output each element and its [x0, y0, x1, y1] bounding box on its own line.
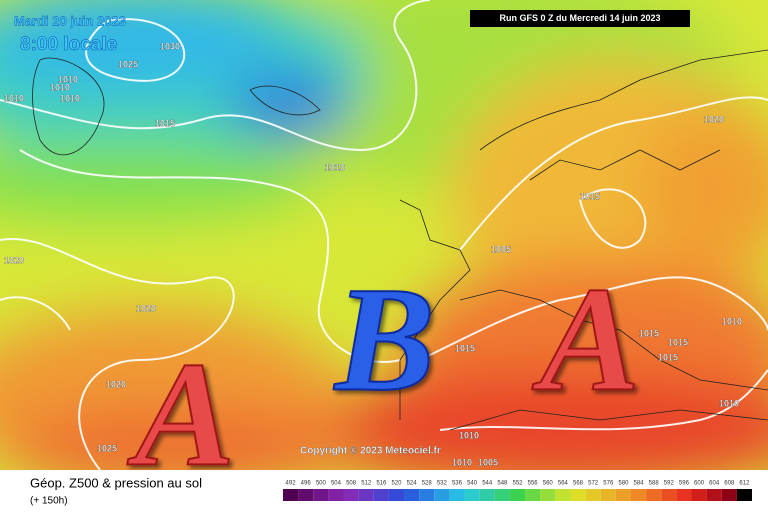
- isobar-label: 1010: [459, 430, 479, 440]
- scale-swatch: [586, 489, 601, 501]
- legend-subtitle: (+ 150h): [30, 496, 68, 507]
- scale-label: 500: [316, 481, 327, 487]
- isobar-label: 1030: [160, 41, 180, 51]
- copyright: Copyright © 2023 Meteociel.fr: [300, 446, 441, 457]
- scale-swatch: [480, 489, 495, 501]
- scale-label: 564: [558, 481, 569, 487]
- isobar-label: 1020: [4, 255, 24, 265]
- isobar-label: 1010: [4, 93, 24, 103]
- isobar-label: 1020: [136, 303, 156, 313]
- isobar-label: 1005: [491, 244, 511, 254]
- scale-swatch: [328, 489, 343, 501]
- scale-label: 520: [391, 481, 402, 487]
- system-letter: A: [532, 256, 640, 422]
- scale-label: 580: [618, 481, 629, 487]
- isobar-label: 1020: [704, 114, 724, 124]
- isobar-label: 1010: [452, 457, 472, 467]
- scale-swatch: [540, 489, 555, 501]
- scale-swatch: [631, 489, 646, 501]
- scale-label: 532: [437, 481, 448, 487]
- date-text: Mardi 20 juin 2023: [14, 13, 126, 28]
- scale-swatch: [601, 489, 616, 501]
- scale-label: 612: [739, 481, 750, 487]
- scale-swatch: [661, 489, 676, 501]
- scale-swatch: [707, 489, 722, 501]
- run-text: Run GFS 0 Z du Mercredi 14 juin 2023: [499, 13, 660, 23]
- scale-label: 556: [528, 481, 539, 487]
- scale-swatch: [737, 489, 752, 501]
- isobar-label: 1015: [455, 343, 475, 353]
- isobar-label: 1010: [719, 398, 739, 408]
- scale-swatch: [570, 489, 585, 501]
- scale-swatch: [283, 489, 298, 501]
- scale-swatch: [389, 489, 404, 501]
- scale-label: 608: [724, 481, 735, 487]
- scale-label: 516: [376, 481, 387, 487]
- scale-label: 584: [634, 481, 645, 487]
- scale-swatch: [525, 489, 540, 501]
- system-letter: B: [333, 256, 435, 422]
- isobar-label: 1010: [50, 82, 70, 92]
- scale-label: 528: [422, 481, 433, 487]
- time-text: 8:00 locale: [20, 34, 117, 55]
- scale-swatch: [298, 489, 313, 501]
- legend-title: Géop. Z500 & pression au sol: [30, 475, 202, 490]
- isobar-label: 1010: [60, 93, 80, 103]
- isobar-label: 1015: [658, 352, 678, 362]
- scale-label: 568: [573, 481, 584, 487]
- scale-label: 600: [694, 481, 705, 487]
- scale-label: 604: [709, 481, 720, 487]
- isobar-label: 1020: [106, 379, 126, 389]
- scale-label: 512: [361, 481, 372, 487]
- isobar-label: 1005: [478, 457, 498, 467]
- isobar-label: 1010: [722, 316, 742, 326]
- scale-label: 492: [286, 481, 297, 487]
- scale-label: 504: [331, 481, 342, 487]
- scale-label: 540: [467, 481, 478, 487]
- scale-label: 548: [497, 481, 508, 487]
- scale-swatch: [465, 489, 480, 501]
- scale-swatch: [359, 489, 374, 501]
- scale-swatch: [449, 489, 464, 501]
- scale-label: 592: [664, 481, 675, 487]
- isobar-label: 1025: [118, 59, 138, 69]
- scale-swatch: [419, 489, 434, 501]
- scale-label: 552: [512, 481, 523, 487]
- scale-swatch: [374, 489, 389, 501]
- scale-swatch: [495, 489, 510, 501]
- scale-label: 536: [452, 481, 463, 487]
- scale-swatch: [434, 489, 449, 501]
- scale-label: 524: [407, 481, 418, 487]
- isobar-label: 1015: [580, 191, 600, 201]
- scale-label: 508: [346, 481, 357, 487]
- isobar-label: 1015: [668, 337, 688, 347]
- isobar-label: 1015: [639, 328, 659, 338]
- scale-swatch: [646, 489, 661, 501]
- scale-swatch: [404, 489, 419, 501]
- scale-label: 544: [482, 481, 493, 487]
- isobar-label: 1025: [97, 443, 117, 453]
- scale-label: 596: [679, 481, 690, 487]
- isobar-label: 1010: [325, 162, 345, 172]
- scale-swatch: [676, 489, 691, 501]
- scale-swatch: [510, 489, 525, 501]
- scale-swatch: [722, 489, 737, 501]
- isobar-label: 1015: [155, 118, 175, 128]
- scale-swatch: [344, 489, 359, 501]
- scale-label: 588: [649, 481, 660, 487]
- scale-swatch: [616, 489, 631, 501]
- scale-swatch: [555, 489, 570, 501]
- color-scale: 492 496 500 504 508 512 516 520 524 528 532 536 540 5…: [283, 481, 752, 501]
- scale-label: 576: [603, 481, 614, 487]
- scale-swatch: [691, 489, 706, 501]
- scale-swatch: [313, 489, 328, 501]
- scale-label: 496: [301, 481, 312, 487]
- scale-label: 572: [588, 481, 599, 487]
- scale-label: 560: [543, 481, 554, 487]
